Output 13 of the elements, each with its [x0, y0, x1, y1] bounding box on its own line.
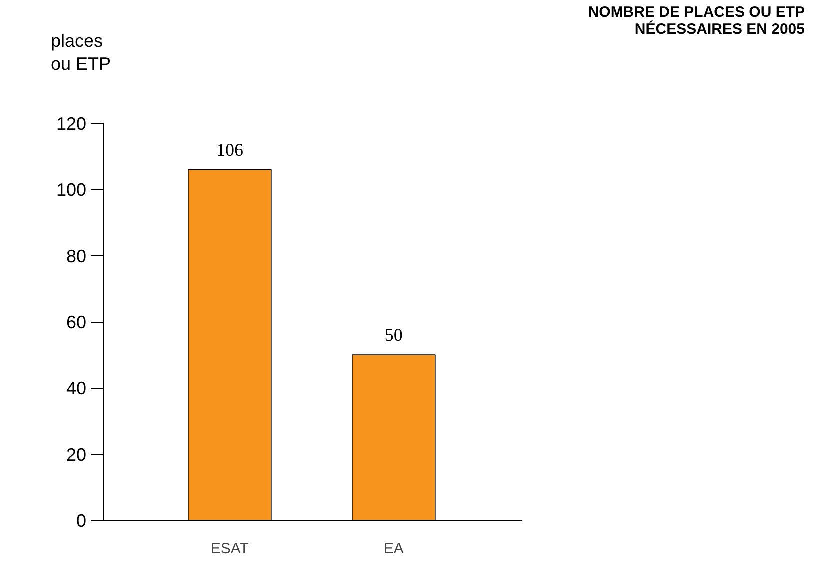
- y-tick-label: 0: [76, 511, 87, 531]
- y-tick-label: 120: [56, 114, 87, 134]
- text: NOMBRE DE PLACES OU ETP NÉCESSAIRES EN 2005: [588, 4, 805, 38]
- x-tick-label: EA: [384, 540, 404, 558]
- data-label: 50: [384, 325, 403, 346]
- y-axis-title: places ou ETP: [51, 30, 112, 76]
- y-tick-label: 100: [56, 180, 87, 200]
- y-tick-label: 80: [66, 246, 87, 266]
- y-tick-label: 20: [66, 444, 87, 465]
- data-label: 106: [216, 140, 244, 160]
- y-tick-label: 60: [66, 312, 87, 332]
- x-tick-label: ESAT: [210, 540, 249, 558]
- y-tick-label: 40: [66, 378, 87, 399]
